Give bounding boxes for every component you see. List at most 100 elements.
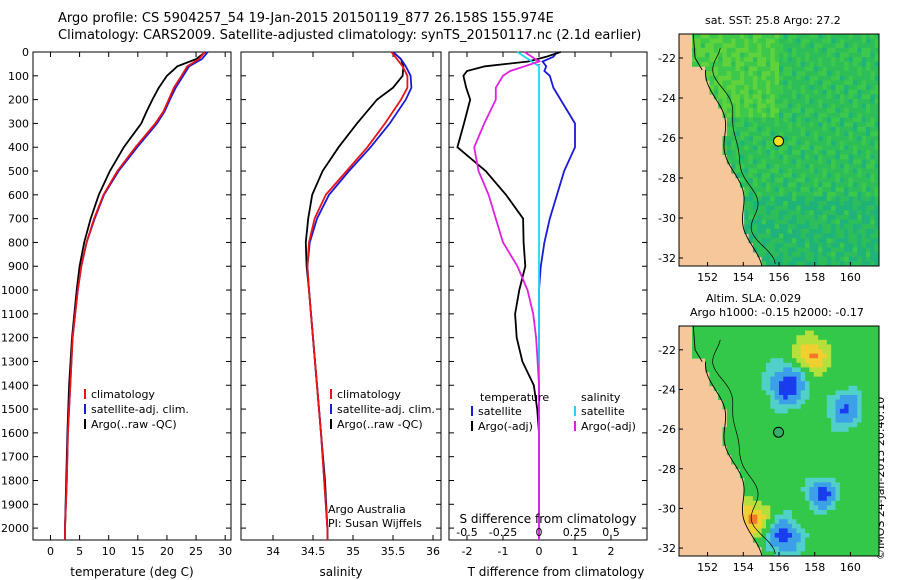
field-cell [857,399,862,405]
field-cell [870,89,875,95]
field-cell [831,335,836,341]
field-cell [735,154,741,160]
field-cell [822,219,828,225]
field-cell [809,201,815,206]
field-cell [809,326,815,331]
field-cell [866,252,871,258]
field-cell [752,34,758,39]
field-cell [805,159,810,165]
field-cell [822,339,828,345]
field-cell [844,224,849,230]
field-cell [800,491,806,497]
field-cell [731,431,736,437]
field-cell [787,381,793,387]
field-cell [722,61,728,67]
field-cell [839,252,845,258]
field-cell [752,136,758,142]
field-cell [822,75,828,81]
field-cell [761,408,767,414]
field-cell [726,145,732,151]
field-cell [818,85,823,90]
field-cell [870,413,875,419]
field-cell [826,131,832,137]
field-cell [766,459,771,465]
field-cell [866,436,871,442]
field-cell [870,196,875,202]
field-cell [826,145,832,151]
field-cell [783,519,788,525]
field-cell [844,537,849,543]
field-cell [722,103,728,109]
field-cell [870,117,875,123]
field-cell [739,71,745,77]
field-cell [766,436,771,442]
field-cell [783,228,788,234]
field-cell [783,94,788,100]
field-cell [718,339,723,345]
field-cell [805,450,810,456]
field-cell [870,252,875,258]
field-cell [792,551,797,557]
field-cell [809,404,815,410]
x-tick-label: 36 [426,545,440,558]
field-cell [835,210,841,216]
y-tick-label: 1300 [1,355,29,368]
field-cell [739,408,745,414]
field-cell [822,385,828,391]
field-cell [787,126,793,132]
field-cell [818,482,823,488]
field-cell [774,233,780,239]
field-cell [692,38,697,44]
field-cell [861,408,867,414]
field-cell [835,122,841,128]
field-cell [813,34,819,39]
field-cell [874,57,880,63]
field-cell [757,154,762,160]
field-cell [822,89,828,95]
field-cell [839,126,845,132]
field-cell [874,330,880,336]
field-cell [739,75,745,81]
field-cell [744,196,749,202]
field-cell [822,349,828,354]
field-cell [792,154,797,160]
field-cell [761,131,767,137]
field-cell [870,150,875,155]
field-cell [848,108,854,114]
field-cell [735,367,741,373]
field-cell [709,34,715,39]
field-cell [870,445,875,451]
field-cell [735,168,741,174]
field-cell [848,61,854,67]
field-cell [779,177,784,183]
field-cell [744,367,749,373]
field-cell [870,187,875,193]
field-cell [826,99,832,104]
field-cell [848,187,854,193]
field-cell [857,436,862,442]
field-cell [761,551,767,557]
field-cell [805,500,810,506]
field-cell [839,247,845,253]
field-cell [813,89,819,95]
field-cell [757,468,762,474]
field-cell [818,454,823,460]
field-cell [861,349,867,354]
field-cell [870,163,875,169]
field-cell [839,196,845,202]
field-cell [779,228,784,234]
field-cell [796,459,802,465]
field-cell [870,61,875,67]
field-cell [744,85,749,90]
field-cell [831,224,836,230]
field-cell [713,34,719,39]
field-cell [779,353,784,359]
field-cell [748,500,754,506]
field-cell [826,71,832,77]
field-cell [770,252,775,258]
field-cell [857,38,862,44]
field-cell [818,533,823,538]
field-cell [787,468,793,474]
field-cell [870,201,875,206]
field-cell [731,75,736,81]
